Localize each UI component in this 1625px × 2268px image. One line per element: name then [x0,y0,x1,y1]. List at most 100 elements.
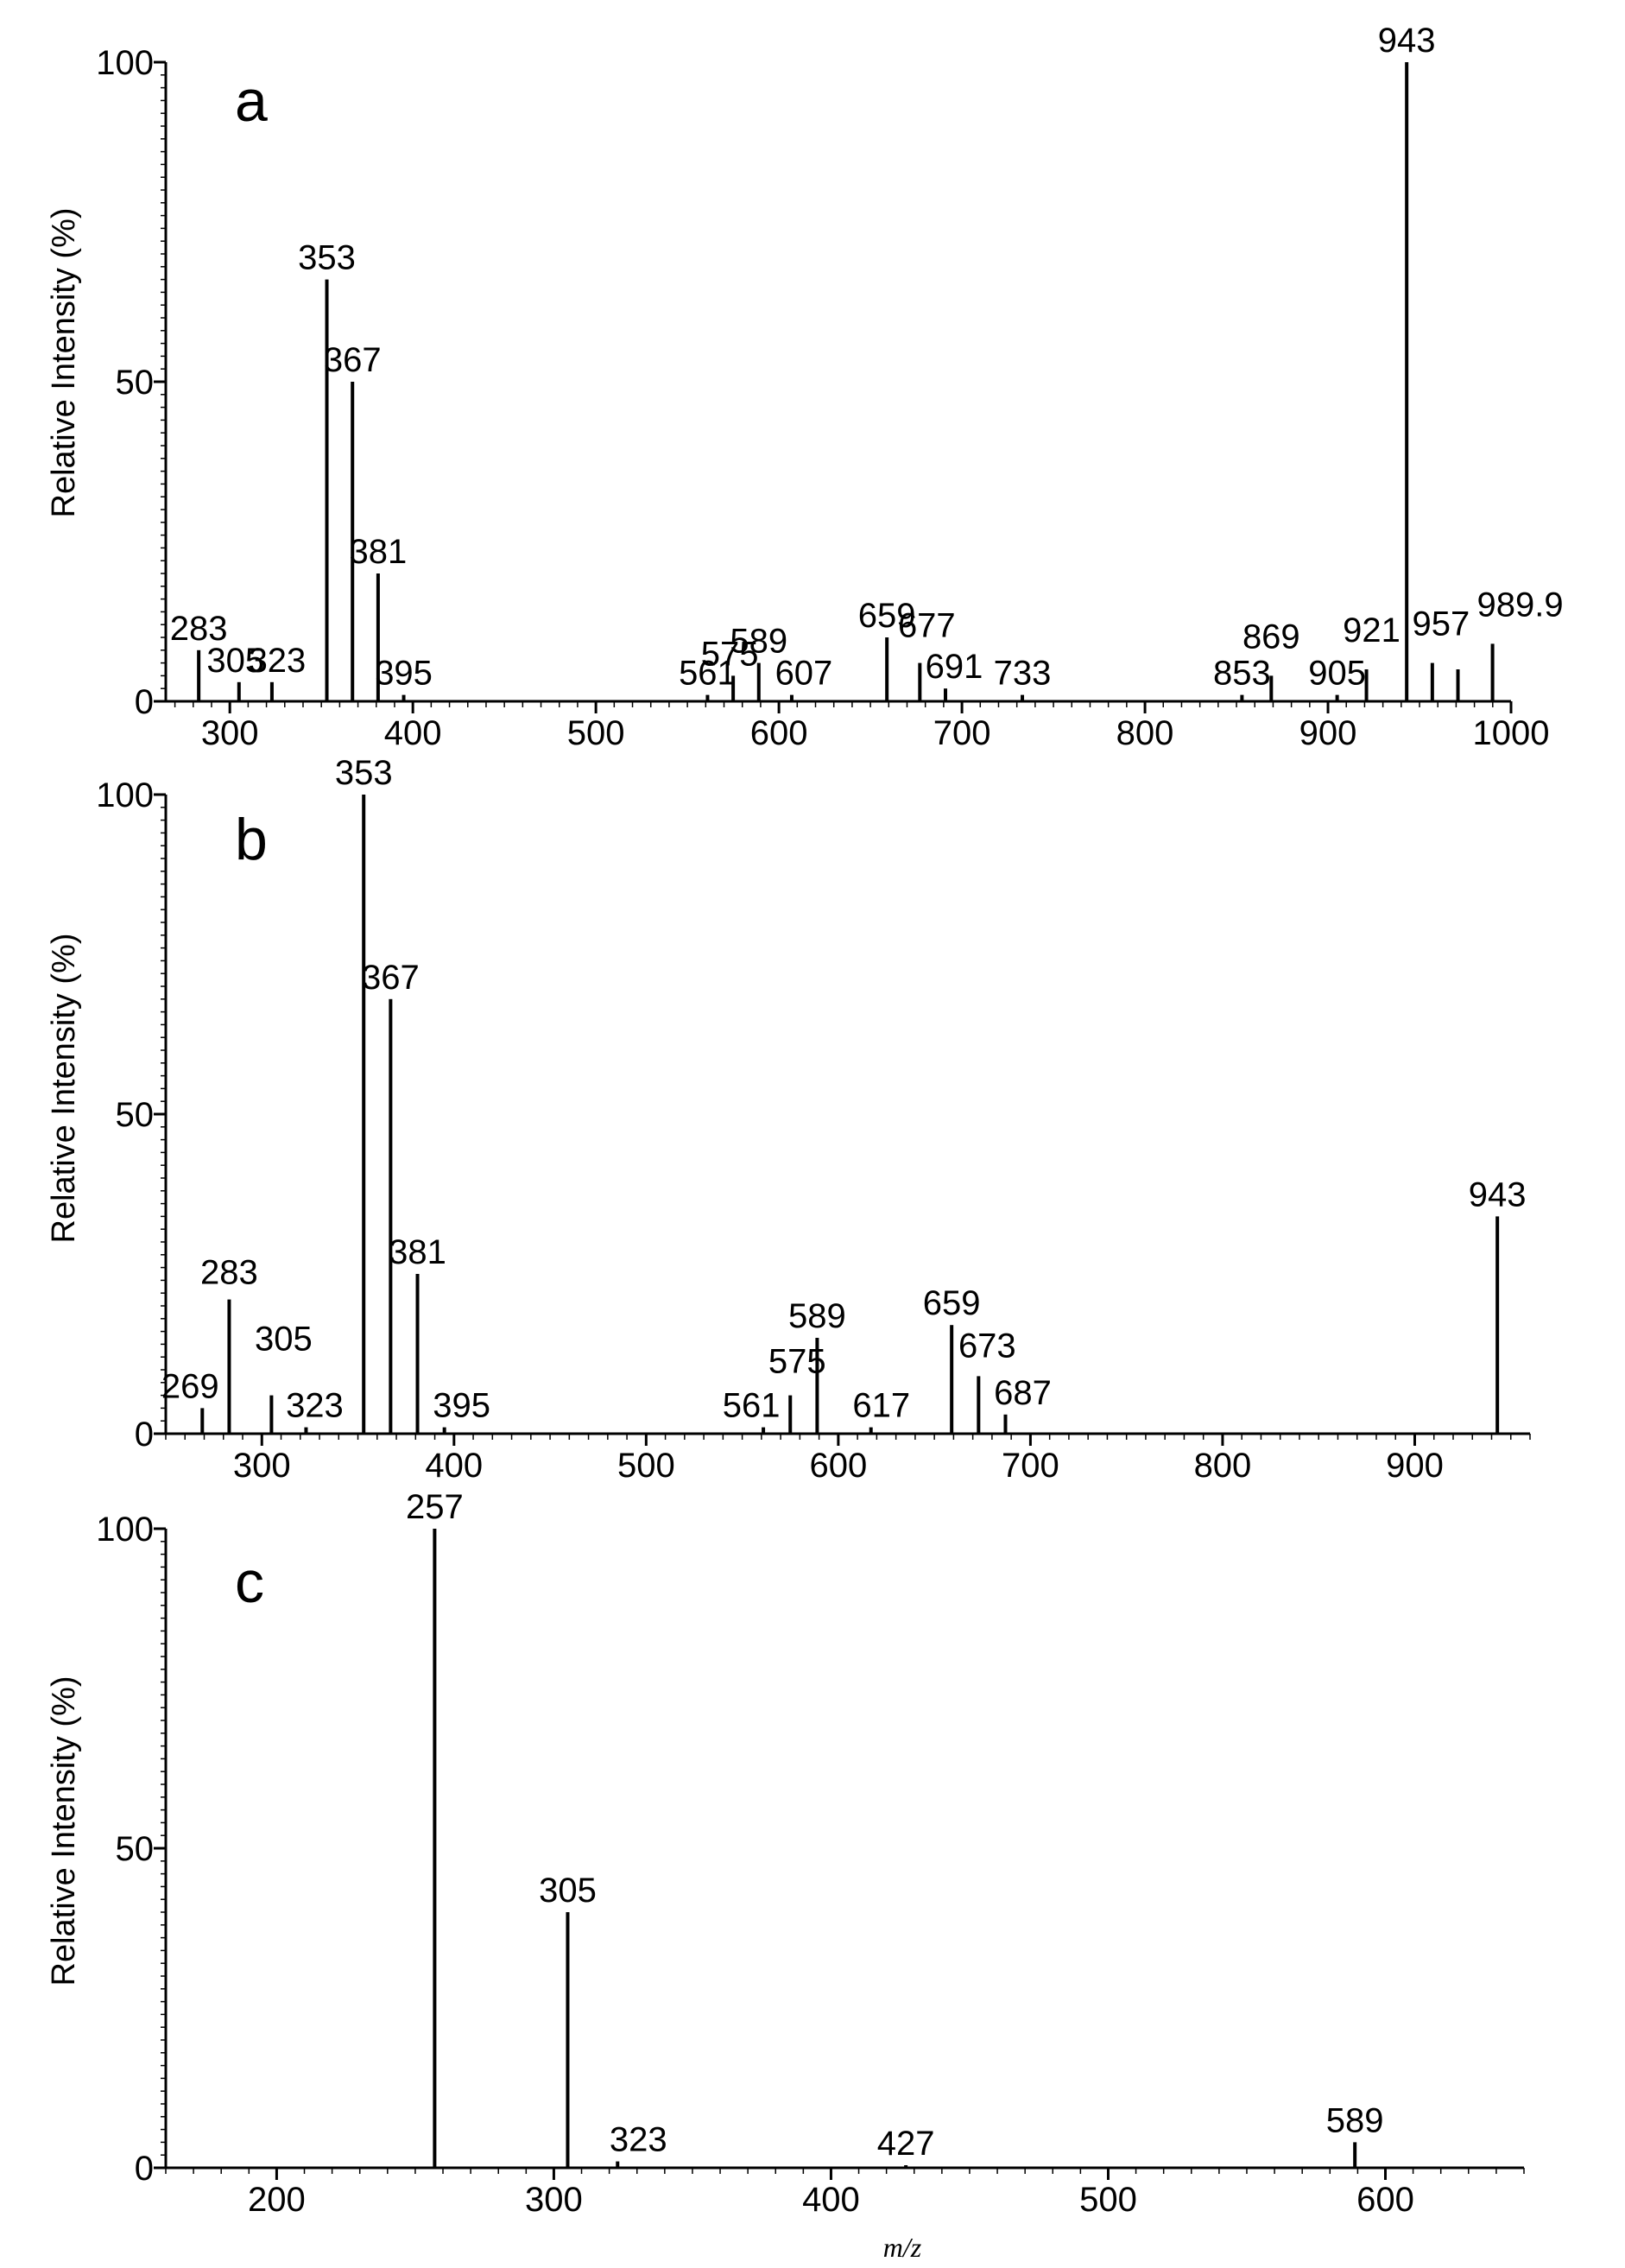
panel-a-peak [325,279,329,701]
panel-b-x-tick-label: 800 [1194,1447,1252,1485]
panel-c-y-tick-label: 50 [116,1830,155,1868]
panel-b-peak-label: 617 [852,1387,910,1425]
panel-a-peak [1269,675,1274,701]
panel-b-peak [442,1427,446,1434]
panel-a-peak-label: 733 [994,655,1052,693]
panel-a-peak-label: 905 [1308,655,1366,693]
panel-b-peak-label: 943 [1469,1175,1527,1213]
panel-c-peak [566,1912,570,2168]
panel-a-peak-label: 921 [1343,611,1401,649]
panel-a-spectrum: Relative Intensity (%) a 0 50 100 300 400 500… [46,22,1564,752]
panel-a-peak [885,637,889,701]
panel-a-peak [1490,643,1495,701]
panel-c-peak-label: 257 [406,1488,464,1526]
panel-b-x-tick-label: 500 [617,1447,675,1485]
panel-a-peak [1405,62,1409,701]
panel-b-x-tick-label: 600 [809,1447,867,1485]
panel-a-peak [351,382,355,701]
panel-a-peak [756,662,761,701]
panel-a-x-tick-label: 900 [1299,714,1357,752]
panel-a-peak [1240,694,1244,701]
panel-c-peak-label: 589 [1326,2101,1384,2139]
panel-a-axes: 0 50 100 300 400 500 600 700 800 900 1000 [96,44,1549,752]
panel-a-peak-label: 869 [1242,618,1300,656]
panel-a-peak [269,681,274,701]
panel-c-peak-label: 323 [610,2121,667,2159]
panel-a-peak-label: 323 [249,642,307,680]
panel-c-x-tick-label: 200 [248,2181,306,2219]
panel-a-x-tick-label: 600 [750,714,808,752]
panel-a-peak [944,688,948,701]
panel-a-peak [1021,694,1025,701]
panel-a-y-tick-label: 100 [96,44,154,82]
panel-a-y-tick-label: 0 [135,683,154,721]
panel-c-peak [616,2161,620,2168]
panel-c-peak-label: 305 [539,1872,597,1910]
panel-a-peak-label: 283 [170,610,228,648]
panel-b-peak [1003,1414,1008,1434]
panel-b-peak-label: 589 [788,1297,846,1335]
panel-a-peak [376,573,380,701]
panel-b-peak [362,795,366,1434]
panel-b-x-tick-label: 400 [425,1447,483,1485]
panel-c-x-axis-label: m/z [883,2232,922,2263]
panel-c-peak [433,1529,437,2168]
panel-b-peak-label: 395 [433,1387,490,1425]
panel-a-peak [1335,694,1339,701]
panel-b-peak [950,1325,954,1434]
panel-a-peak-label: 305 [206,642,264,680]
panel-b-peak [1495,1216,1500,1434]
panel-a-x-tick-label: 400 [384,714,442,752]
panel-a-peak [1456,669,1460,701]
panel-a-x-tick-label: 500 [567,714,625,752]
panel-a-x-tick-label: 700 [933,714,991,752]
panel-a-x-tick-label: 300 [201,714,259,752]
panel-a-peak-label: 957 [1412,605,1470,643]
panel-c-peak-label: 427 [877,2125,935,2163]
panel-a-peak-label: 853 [1213,655,1271,693]
panel-b-x-tick-label: 300 [233,1447,291,1485]
panel-c-y-tick-label: 100 [96,1511,154,1549]
panel-a-peak [918,662,922,701]
panel-b-peak [269,1395,274,1434]
panel-a-peak-label: 367 [324,341,382,379]
panel-a-peak-label: 943 [1378,22,1436,60]
panel-b-peak [815,1338,819,1434]
panel-a-peak-label: 353 [298,239,356,277]
panel-b-spectrum: Relative Intensity (%) b 0 50 100 300 400 500… [46,754,1531,1485]
panel-c-letter: c [235,1549,264,1615]
panel-b-peak-label: 305 [255,1321,313,1359]
panel-b-peak-label: 367 [362,959,420,997]
panel-a-peak-label: 395 [375,655,433,693]
panel-b-peak [788,1395,793,1434]
panel-a-peak-label: 607 [775,655,833,693]
panel-c-axes: 0 50 100 200 300 400 500 600 [96,1511,1525,2219]
panel-b-peak [304,1427,308,1434]
panel-a-peak-label: 589 [730,623,787,661]
panel-b-x-tick-label: 900 [1386,1447,1444,1485]
panel-b-peak [869,1427,873,1434]
panel-a-letter: a [235,68,268,134]
panel-b-axes: 0 50 100 300 400 500 600 700 800 900 [96,776,1531,1485]
panel-b-peak-label: 673 [958,1327,1016,1365]
panel-a-peak [731,675,736,701]
panel-b-peak [415,1274,420,1434]
panel-b-y-axis-label: Relative Intensity (%) [46,933,82,1243]
panel-a-peak [705,694,710,701]
panel-b-peak [762,1427,766,1434]
panel-b-peak [389,998,393,1434]
panel-b-peak-label: 561 [723,1387,781,1425]
panel-b-y-tick-label: 0 [135,1416,154,1454]
panel-a-x-tick-label: 1000 [1473,714,1550,752]
panel-a-peak-label: 691 [926,648,983,686]
panel-b-peak-label: 323 [286,1387,344,1425]
panel-c-x-tick-label: 400 [802,2181,860,2219]
panel-a-peak-label: 989.9 [1477,586,1564,624]
panel-b-y-tick-label: 100 [96,776,154,814]
panel-a-peak [1430,662,1434,701]
panel-a-peak [237,681,241,701]
panel-a-peak-label: 575 [701,635,759,673]
panel-a-peak [1364,669,1369,701]
